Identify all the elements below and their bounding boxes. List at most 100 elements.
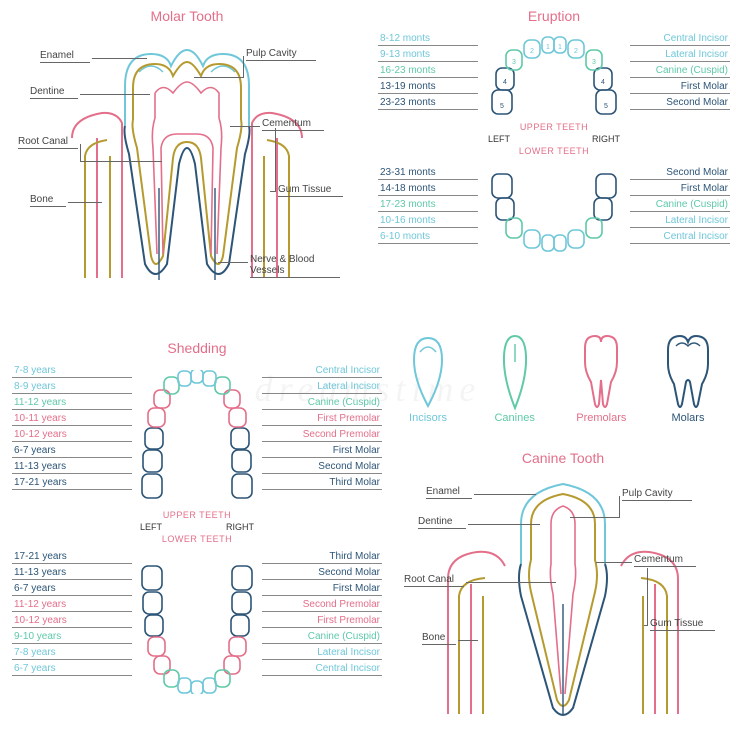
- lbl-dentine: Dentine: [30, 86, 78, 99]
- row-label: 9-13 monts: [378, 46, 478, 62]
- c-lbl-pulp: Pulp Cavity: [622, 488, 692, 501]
- c-lbl-dentine: Dentine: [418, 516, 466, 529]
- row-label: Canine (Cuspid): [630, 62, 730, 78]
- premolars-label: Premolars: [571, 412, 631, 424]
- row-label: 10-16 monts: [378, 212, 478, 228]
- eruption-lower-arch: [488, 156, 620, 252]
- c-lbl-enamel: Enamel: [426, 486, 472, 499]
- row-label: 14-18 monts: [378, 180, 478, 196]
- row-label: 11-13 years: [12, 458, 132, 474]
- premolar-icon: [571, 332, 631, 412]
- row-label: Second Molar: [262, 564, 382, 580]
- svg-text:4: 4: [503, 79, 507, 86]
- row-label: 17-23 monts: [378, 196, 478, 212]
- eruption-title: Eruption: [378, 8, 730, 24]
- svg-text:3: 3: [512, 59, 516, 66]
- shedding-upper-arch: [140, 370, 254, 520]
- row-label: Lateral Incisor: [262, 378, 382, 394]
- row-label: Canine (Cuspid): [262, 394, 382, 410]
- row-label: First Molar: [630, 78, 730, 94]
- lbl-nerve: Nerve & BloodVessels: [250, 254, 340, 278]
- eruption-right: RIGHT: [592, 134, 620, 144]
- row-label: First Molar: [262, 580, 382, 596]
- lbl-enamel: Enamel: [40, 50, 90, 63]
- c-lbl-cementum: Cementum: [634, 554, 696, 567]
- eruption-upper-arch: 55 44 33 22 11: [488, 36, 620, 132]
- row-label: 8-12 monts: [378, 30, 478, 46]
- shedding-right: RIGHT: [226, 522, 254, 532]
- row-label: Central Incisor: [630, 228, 730, 244]
- shedding-left: LEFT: [140, 522, 162, 532]
- row-label: 6-7 years: [12, 580, 132, 596]
- shedding-lower-arch: [140, 544, 254, 694]
- eruption-upper-txt: UPPER TEETH: [488, 122, 620, 132]
- svg-text:4: 4: [601, 79, 605, 86]
- row-label: 11-12 years: [12, 596, 132, 612]
- row-label: Lateral Incisor: [262, 644, 382, 660]
- c-lbl-gum: Gum Tissue: [650, 618, 715, 631]
- tooth-types: Incisors Canines Premolars Molars: [398, 332, 718, 442]
- canine-icon: [485, 332, 545, 412]
- row-label: Central Incisor: [630, 30, 730, 46]
- lbl-root-canal: Root Canal: [18, 136, 78, 149]
- row-label: 6-7 years: [12, 442, 132, 458]
- row-label: 6-7 years: [12, 660, 132, 676]
- shedding-lower-txt: LOWER TEETH: [140, 534, 254, 544]
- canine-panel: Canine Tooth Enamel Dentine Root Canal B…: [398, 450, 728, 730]
- row-label: 6-10 monts: [378, 228, 478, 244]
- row-label: 7-8 years: [12, 644, 132, 660]
- canine-svg: [398, 470, 728, 720]
- row-label: Second Molar: [630, 164, 730, 180]
- row-label: First Premolar: [262, 612, 382, 628]
- row-label: 10-11 years: [12, 410, 132, 426]
- row-label: 10-12 years: [12, 612, 132, 628]
- lbl-gum: Gum Tissue: [278, 184, 343, 197]
- row-label: 23-31 monts: [378, 164, 478, 180]
- row-label: First Molar: [630, 180, 730, 196]
- molar-icon: [658, 332, 718, 412]
- row-label: 17-21 years: [12, 548, 132, 564]
- incisor-icon: [398, 332, 458, 412]
- eruption-panel: Eruption 8-12 monts9-13 monts16-23 monts…: [378, 8, 730, 308]
- svg-text:2: 2: [574, 48, 578, 55]
- lbl-bone: Bone: [30, 194, 66, 207]
- shedding-panel: Shedding 7-8 years8-9 years11-12 years10…: [12, 340, 382, 730]
- row-label: First Molar: [262, 442, 382, 458]
- row-label: 8-9 years: [12, 378, 132, 394]
- molar-panel: Molar Tooth Enamel Dentine Root Canal Bo…: [12, 8, 362, 308]
- incisors-label: Incisors: [398, 412, 458, 424]
- svg-text:1: 1: [558, 44, 562, 51]
- row-label: 9-10 years: [12, 628, 132, 644]
- shedding-upper-txt: UPPER TEETH: [140, 510, 254, 520]
- row-label: Central Incisor: [262, 660, 382, 676]
- row-label: 17-21 years: [12, 474, 132, 490]
- row-label: Third Molar: [262, 474, 382, 490]
- row-label: Central Incisor: [262, 362, 382, 378]
- row-label: Second Premolar: [262, 426, 382, 442]
- svg-text:5: 5: [604, 103, 608, 110]
- row-label: 11-12 years: [12, 394, 132, 410]
- canine-title: Canine Tooth: [398, 450, 728, 466]
- eruption-lower-txt: LOWER TEETH: [488, 146, 620, 156]
- eruption-left: LEFT: [488, 134, 510, 144]
- row-label: 16-23 monts: [378, 62, 478, 78]
- row-label: Lateral Incisor: [630, 46, 730, 62]
- canines-label: Canines: [485, 412, 545, 424]
- row-label: 10-12 years: [12, 426, 132, 442]
- row-label: Canine (Cuspid): [262, 628, 382, 644]
- row-label: Second Molar: [630, 94, 730, 110]
- row-label: Lateral Incisor: [630, 212, 730, 228]
- molars-label: Molars: [658, 412, 718, 424]
- c-lbl-bone: Bone: [422, 632, 456, 645]
- molar-title: Molar Tooth: [12, 8, 362, 24]
- row-label: Third Molar: [262, 548, 382, 564]
- svg-text:2: 2: [530, 48, 534, 55]
- row-label: Second Molar: [262, 458, 382, 474]
- lbl-pulp: Pulp Cavity: [246, 48, 316, 61]
- row-label: 13-19 monts: [378, 78, 478, 94]
- row-label: First Premolar: [262, 410, 382, 426]
- row-label: 11-13 years: [12, 564, 132, 580]
- row-label: Second Premolar: [262, 596, 382, 612]
- row-label: 7-8 years: [12, 362, 132, 378]
- shedding-title: Shedding: [12, 340, 382, 356]
